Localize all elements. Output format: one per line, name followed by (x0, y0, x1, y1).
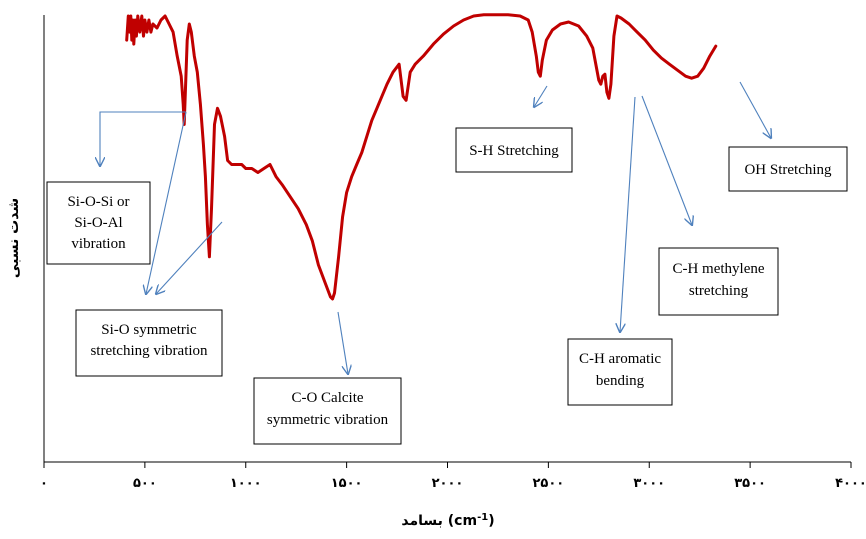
annotation-line: stretching (689, 283, 749, 299)
annotation-line: bending (596, 373, 645, 389)
annotation-si-o-symmetric: Si-O symmetric stretching vibration (75, 309, 223, 377)
annotation-line: Si-O-Si or (67, 194, 129, 210)
annotation-line: C-H methylene (672, 261, 764, 277)
annotation-ch-methylene: C-H methylene stretching (658, 247, 779, 316)
annotation-si-o-si: Si-O-Si or Si-O-Al vibration (46, 181, 151, 265)
x-ticks (43, 462, 852, 468)
annotation-oh: OH Stretching (728, 146, 848, 192)
x-axis-title-prefix: بسامد (cm (401, 513, 477, 529)
annotation-arrows (100, 81, 771, 374)
arrow-si-o-sym-2 (156, 221, 223, 294)
annotation-co-calcite: C-O Calcite symmetric vibration (253, 377, 402, 445)
annotation-line: OH Stretching (744, 162, 832, 178)
y-axis-title: شدت نسبی (6, 198, 22, 278)
arrow-ch-arom (620, 96, 636, 332)
arrow-si-o-si (100, 111, 186, 166)
x-axis-title-suffix: ) (488, 513, 494, 529)
x-axis-title-sup: -1 (477, 512, 488, 523)
x-axis-title: بسامد (cm-1) (401, 512, 494, 529)
annotation-line: Si-O-Al (74, 215, 122, 231)
annotation-line: stretching vibration (90, 343, 208, 359)
annotation-line: C-O Calcite (291, 390, 363, 406)
annotation-line: S-H Stretching (469, 143, 559, 159)
annotation-ch-aromatic: C-H aromatic bending (567, 338, 673, 406)
x-tick-label: ۲۰۰۰ (432, 476, 464, 491)
arrow-oh (739, 81, 771, 138)
annotation-sh: S-H Stretching (455, 127, 573, 173)
spectrum-line (125, 13, 718, 301)
arrow-sh (534, 85, 548, 107)
arrow-co-calcite (337, 311, 348, 374)
arrow-si-o-sym-1 (146, 111, 187, 294)
x-tick-label: ۳۰۰۰ (633, 476, 665, 491)
arrow-ch-meth (641, 95, 692, 225)
x-tick-label: ۲۵۰۰ (533, 476, 565, 491)
annotation-line: vibration (71, 236, 126, 252)
x-tick-label: ۳۵۰۰ (734, 476, 766, 491)
x-tick-labels: ۰ ۵۰۰ ۱۰۰۰ ۱۵۰۰ ۲۰۰۰ ۲۵۰۰ ۳۰۰۰ ۳۵۰۰ ۴۰۰۰ (40, 476, 866, 491)
x-tick-label: ۴۰۰۰ (835, 476, 866, 491)
annotation-line: C-H aromatic (579, 351, 661, 367)
x-tick-label: ۰ (40, 476, 48, 491)
x-tick-label: ۱۵۰۰ (331, 476, 363, 491)
x-tick-label: ۵۰۰ (133, 476, 157, 491)
x-tick-label: ۱۰۰۰ (230, 476, 262, 491)
annotation-line: Si-O symmetric (101, 322, 197, 338)
annotation-line: symmetric vibration (267, 412, 389, 428)
